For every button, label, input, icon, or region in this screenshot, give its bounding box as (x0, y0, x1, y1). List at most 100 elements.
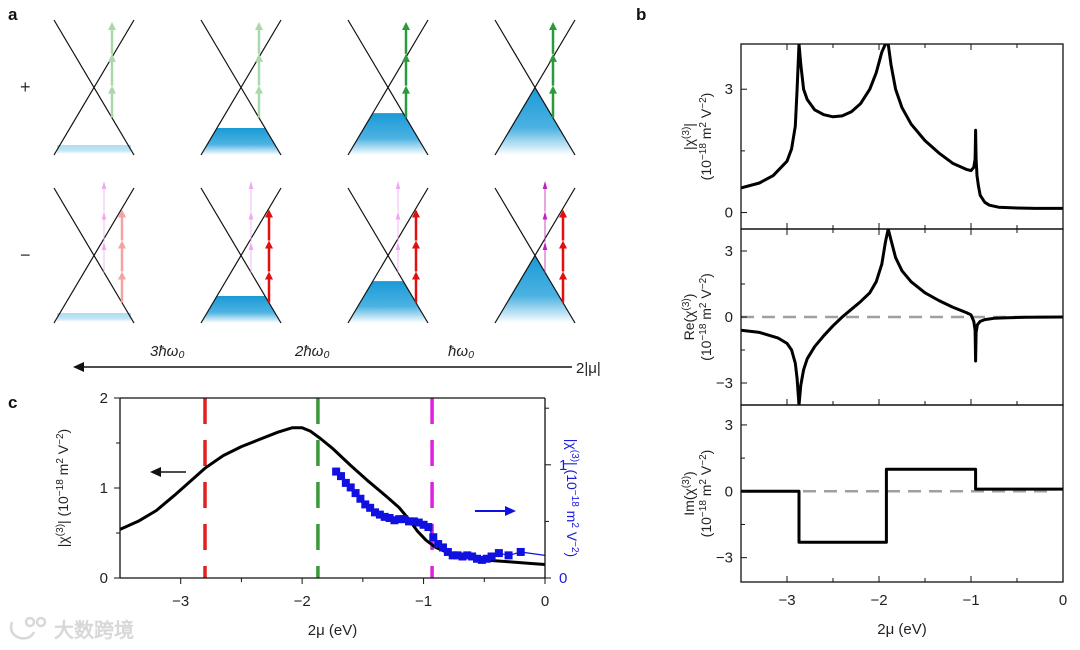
x-tick-label: 0 (1059, 592, 1067, 609)
experiment-data-point (468, 552, 477, 561)
y-axis-label-right-sup: 2 (570, 522, 581, 528)
y-axis-units-b_im-sup: −2 (698, 454, 709, 466)
x-axis-label: 2μ (eV) (877, 621, 927, 638)
arrow-left-icon (150, 467, 161, 477)
dirac-cone-line (53, 187, 135, 324)
y-axis-units-b_im-part: V (698, 465, 714, 479)
y-axis-label-right-part: m (564, 507, 580, 523)
y-tick-label: 0 (725, 483, 733, 500)
experiment-data-point (351, 489, 360, 498)
y-axis-units-b_abs: (10−18 m2 V−2) (698, 93, 715, 181)
red-transition-arrow-head (118, 209, 126, 218)
x-tick-label: −3 (778, 592, 795, 609)
y-axis-label-b_abs-part: | (681, 123, 697, 127)
pink-transition-arrow-head (101, 211, 107, 220)
green-transition-arrow-head (402, 22, 410, 30)
watermark-logo-icon (9, 616, 47, 640)
experiment-data-point (395, 515, 404, 524)
y-axis-units-b_im-part: (10 (698, 517, 714, 537)
y-axis-units-b_abs-sup: −2 (698, 97, 709, 109)
y-axis-label-b_re: Re(χ(3)) (681, 294, 698, 341)
fermi-sea-fill (201, 128, 281, 155)
fermi-sea-fill (57, 313, 131, 322)
experiment-data-point (458, 552, 467, 561)
experiment-data-point (337, 472, 345, 481)
x-tick-label: 0 (541, 593, 549, 610)
x-tick-label: −2 (294, 593, 311, 610)
y-axis-label-b_abs-part: |χ (681, 138, 697, 150)
y-axis-label-left: |χ(3)| (10−18 m2 V−2) (55, 429, 72, 547)
red-transition-arrow-head (412, 240, 420, 249)
fermi-sea-fill (57, 145, 131, 154)
y-axis-label-b_im-part: ) (681, 471, 697, 476)
y-axis-units-b_re-sup: −18 (698, 323, 709, 340)
y-axis-units-b_im-part: m (698, 485, 714, 501)
experiment-data-point (361, 500, 370, 509)
x-tick-label: −1 (962, 592, 979, 609)
plot-frame (740, 43, 1064, 230)
data-curve-b_im (741, 467, 1063, 544)
red-transition-arrow-head (559, 209, 567, 218)
y-axis-units-b_abs-sup: 2 (698, 122, 709, 128)
y-axis-units-b_im-part: ) (698, 450, 714, 455)
row-label-plus: + (20, 77, 31, 97)
y-axis-label-b_abs-sup: (3) (681, 127, 692, 139)
y-axis-label-right-sup: −2 (570, 541, 581, 553)
y-tick-label: 3 (725, 243, 733, 260)
experiment-data-point (371, 508, 379, 517)
red-transition-arrow-head (118, 240, 126, 249)
fermi-sea-fill (201, 296, 281, 323)
y-tick-label: −3 (716, 550, 733, 567)
fermi-sea-fill (348, 113, 428, 155)
pink-transition-arrow-head (395, 181, 401, 189)
y-axis-label-left-sup: −2 (55, 433, 66, 445)
y-axis-label-left-sup: 2 (55, 458, 66, 464)
y-axis-label-b_abs: |χ(3)| (681, 123, 698, 150)
pink-transition-arrow-head (248, 242, 254, 250)
experiment-data-point (424, 523, 433, 532)
red-transition-arrow-head (559, 240, 567, 249)
experiment-data-point (453, 551, 462, 560)
pink-transition-arrow-head (248, 181, 254, 189)
panel-label-c: c (8, 393, 17, 412)
y-axis-label-right-part: |χ (564, 439, 580, 451)
y-axis-units-b_re-sup: 2 (698, 302, 709, 308)
y-axis-units-b_re-sup: −2 (698, 277, 709, 289)
y-tick-label: 3 (725, 81, 733, 98)
y-axis-units-b_abs-part: V (698, 108, 714, 122)
right-y-tick-label: 0 (559, 570, 567, 587)
y-axis-label-b_re-sup: (3) (681, 298, 692, 310)
y-axis-label-left-part: m (55, 464, 71, 480)
experiment-data-point (504, 551, 513, 560)
green-transition-arrow-head (255, 22, 263, 30)
experiment-data-point (405, 517, 413, 526)
dirac-cone-line (53, 19, 135, 156)
green-transition-arrow-head (108, 85, 116, 94)
experiment-data-point (473, 554, 481, 563)
data-curve-b_abs (741, 44, 1063, 210)
panel-label-a: a (8, 5, 18, 24)
panel-label-b: b (636, 5, 646, 24)
y-axis-label-right-part: V (564, 528, 580, 542)
dirac-cone-line (494, 19, 576, 156)
experiment-data-point (366, 503, 375, 512)
pink-transition-arrow-head (542, 242, 548, 250)
y-axis-units-b_im-sup: −18 (698, 500, 709, 517)
plot-frame (740, 404, 1064, 583)
experiment-data-point (439, 543, 447, 552)
y-axis-label-right-sup: (3) (570, 450, 581, 462)
energy-label-2: 2ħω₀ (294, 343, 330, 360)
y-axis-units-b_re-part: (10 (698, 340, 714, 360)
red-transition-arrow-head (265, 240, 273, 249)
y-axis-label-left-sup: −18 (55, 479, 66, 496)
y-tick-label: 3 (725, 417, 733, 434)
y-axis-units-b_re-part: ) (698, 273, 714, 278)
pink-transition-arrow-head (542, 181, 548, 189)
experiment-data-point (448, 551, 457, 560)
y-axis-label-left-part: ) (55, 429, 71, 434)
pink-transition-arrow-head (101, 181, 107, 189)
green-transition-arrow-head (108, 53, 116, 62)
experiment-data-point (346, 483, 355, 492)
y-axis-label-left-part: V (55, 444, 71, 458)
